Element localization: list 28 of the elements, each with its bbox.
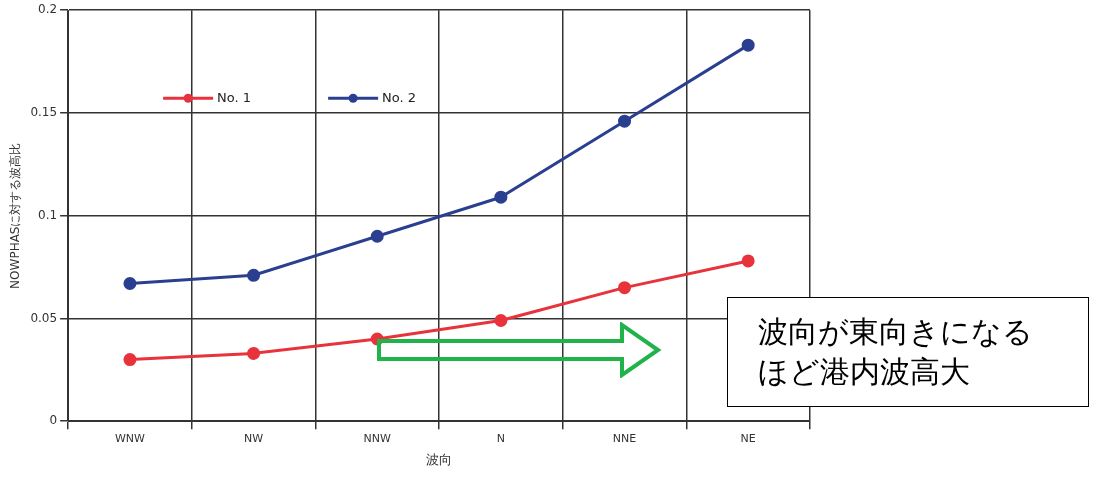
x-tick-label: NNW: [363, 431, 392, 445]
callout-box: 波向が東向きになるほど港内波高大: [727, 297, 1089, 407]
y-axis-title: NOWPHASに対する波高比: [8, 142, 23, 289]
point: [494, 190, 508, 204]
point: [741, 38, 755, 52]
x-tick-label: NNE: [612, 431, 637, 445]
x-tick-label: N: [496, 431, 505, 445]
y-tick-label: 0.1: [38, 207, 58, 222]
point: [247, 346, 261, 360]
annotation: 波向が東向きになるほど港内波高大: [758, 314, 1033, 389]
point: [123, 353, 137, 367]
y-tick-label: 0.15: [30, 105, 58, 120]
x-axis-title: 波向: [426, 451, 453, 467]
y-tick-label: 0.2: [38, 2, 58, 17]
point: [370, 229, 384, 243]
point: [123, 277, 137, 291]
y-tick-label: 0: [49, 413, 58, 428]
x-tick-label: NW: [244, 431, 264, 445]
y-tick-label: 0.05: [30, 310, 58, 325]
x-tick-label: WNW: [114, 431, 146, 445]
point: [741, 254, 755, 268]
legend-label: No. 2: [382, 89, 417, 105]
legend-label: No. 1: [217, 89, 252, 105]
point: [494, 314, 508, 328]
point: [618, 114, 632, 128]
point: [618, 281, 632, 295]
point: [247, 268, 261, 282]
x-tick-label: NE: [740, 431, 756, 445]
